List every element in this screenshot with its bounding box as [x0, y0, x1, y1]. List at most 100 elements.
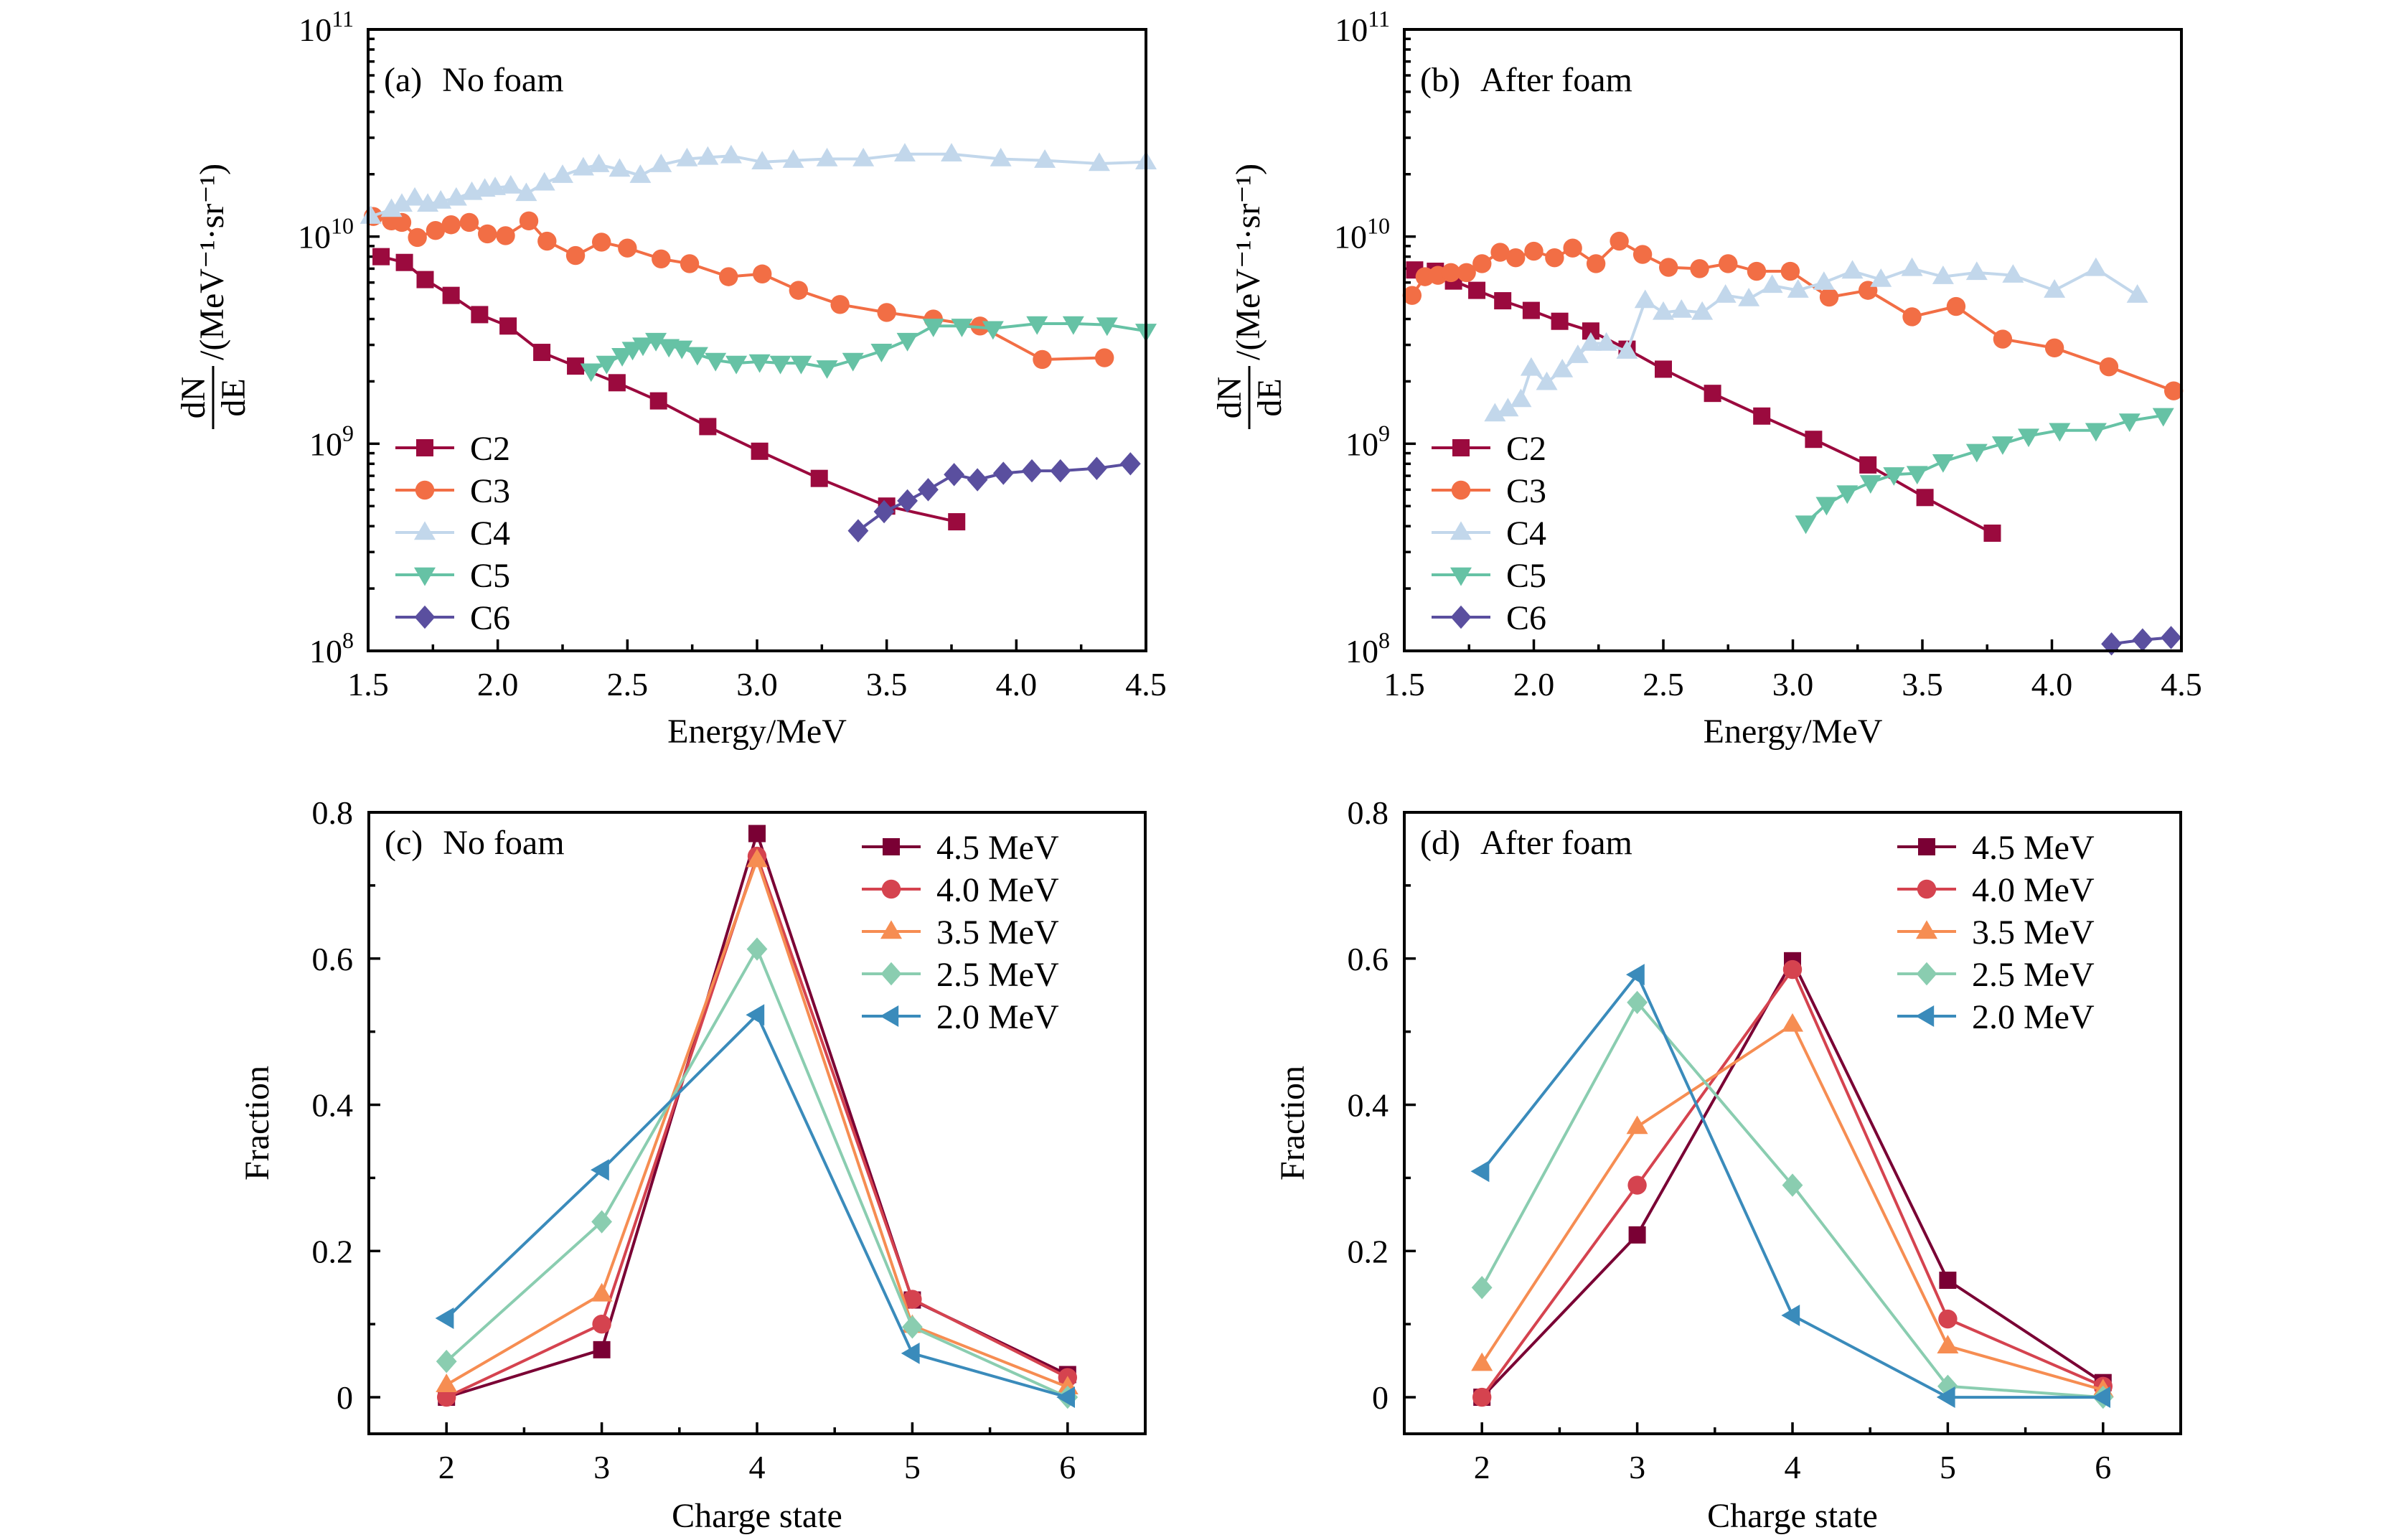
legend-item-4-5-mev: 4.5 MeV [862, 829, 1059, 867]
data-point [1457, 263, 1476, 283]
data-point [2002, 264, 2024, 283]
axis-ticks: 1.5 2.0 2.5 3.0 3.5 4.0 4.5 108 109 1010 1011 [1334, 6, 2202, 703]
data-point [515, 182, 537, 202]
x-tick-label: 2.5 [1643, 666, 1684, 703]
data-point [748, 825, 766, 842]
data-point [816, 147, 838, 166]
data-point [1901, 257, 1923, 276]
data-point [1691, 301, 1714, 320]
data-point [1627, 990, 1648, 1015]
data-point [830, 295, 850, 314]
data-point [436, 1349, 457, 1374]
x-tick-label: 2.5 [607, 666, 649, 703]
data-point [1490, 243, 1510, 262]
data-point [705, 352, 727, 372]
data-point [1034, 149, 1056, 168]
data-point [596, 355, 618, 375]
data-point [1836, 485, 1859, 504]
data-point [650, 154, 672, 172]
data-point [645, 332, 667, 352]
data-point [896, 332, 918, 352]
legend-item-c2: C2 [1432, 430, 1546, 468]
series-2-0-mev [1470, 964, 2110, 1409]
legend-marker [414, 567, 436, 586]
data-point [1946, 296, 1966, 316]
legend-marker [1916, 962, 1937, 986]
legend-label: C4 [470, 515, 510, 553]
data-point [2152, 408, 2174, 427]
legend-item-4-0-mev: 4.0 MeV [862, 871, 1059, 909]
data-point [1761, 274, 1783, 294]
panel-tag: (d) [1420, 824, 1460, 862]
data-point [1551, 312, 1569, 330]
legend-item-3-5-mev: 3.5 MeV [1897, 914, 2095, 952]
y-tick-label: 0.6 [312, 941, 354, 977]
y-tick-label: 0.4 [312, 1087, 354, 1124]
data-point [746, 848, 768, 868]
data-point [1536, 371, 1558, 390]
data-point [897, 489, 918, 513]
x-tick-label: 4.5 [2161, 666, 2202, 703]
axis-ticks: 1.5 2.0 2.5 3.0 3.5 4.0 4.5 108 109 1010 1011 [298, 6, 1167, 703]
data-point [2161, 626, 2181, 649]
data-point [1497, 398, 1519, 417]
data-point [533, 344, 551, 362]
series-c6 [847, 452, 1141, 543]
data-point [816, 360, 838, 379]
legend-marker [1915, 1005, 1935, 1027]
legend-label: 4.0 MeV [936, 871, 1059, 909]
legend-marker [1916, 920, 1937, 939]
x-tick-label: 6 [1059, 1449, 1076, 1485]
data-point [1936, 1386, 1955, 1409]
data-point [903, 1290, 922, 1309]
data-point [437, 1387, 456, 1407]
y-tick-label: 109 [1345, 420, 1390, 462]
panel-tag: (b) [1420, 61, 1460, 99]
data-point [537, 231, 557, 251]
data-point [751, 442, 769, 460]
legend-marker [1452, 439, 1470, 456]
legend-label: C3 [470, 472, 510, 510]
data-point [565, 245, 586, 266]
data-point [2163, 381, 2184, 400]
y-tick-label: 108 [309, 627, 354, 670]
data-point [1119, 452, 1141, 476]
data-point [1932, 266, 1954, 284]
data-point [967, 468, 988, 492]
legend: 4.5 MeV 4.0 MeV 3.5 MeV 2.5 MeV 2.0 MeV [862, 829, 1059, 1036]
data-point [380, 198, 403, 217]
panel-tag: (c) [385, 824, 423, 862]
data-point [591, 1282, 613, 1302]
data-point [1906, 466, 1928, 485]
legend: C2 C3 C4 C5 C6 [395, 430, 510, 637]
data-point [1653, 301, 1674, 320]
data-point [1610, 231, 1629, 251]
data-point [902, 1315, 923, 1339]
series-c3 [1402, 231, 2184, 400]
data-point [1626, 1115, 1648, 1135]
data-point [992, 461, 1014, 485]
data-point [1094, 348, 1114, 367]
panel-caption: No foam [442, 61, 563, 99]
data-point [1510, 388, 1532, 408]
data-point [941, 143, 962, 161]
data-point [2049, 423, 2071, 442]
y-tick-label: 0 [337, 1379, 353, 1416]
legend-item-c3: C3 [395, 472, 510, 510]
data-point [1056, 1386, 1075, 1409]
data-point [782, 149, 804, 168]
data-point [478, 224, 497, 244]
data-point [1441, 263, 1461, 283]
legend-label: 4.0 MeV [1972, 871, 2095, 909]
legend-label: 4.5 MeV [1972, 829, 2095, 867]
x-axis-label: Energy/MeV [1704, 713, 1883, 751]
legend: 4.5 MeV 4.0 MeV 3.5 MeV 2.5 MeV 2.0 MeV [1897, 829, 2095, 1036]
data-point [1472, 254, 1492, 273]
panel-label: (c) No foam [385, 824, 565, 862]
data-point [1841, 260, 1864, 279]
data-point [2085, 257, 2107, 276]
data-point [592, 233, 611, 252]
data-point [1402, 286, 1422, 305]
y-tick-label: 1011 [299, 6, 354, 48]
legend-label: C6 [470, 599, 510, 637]
